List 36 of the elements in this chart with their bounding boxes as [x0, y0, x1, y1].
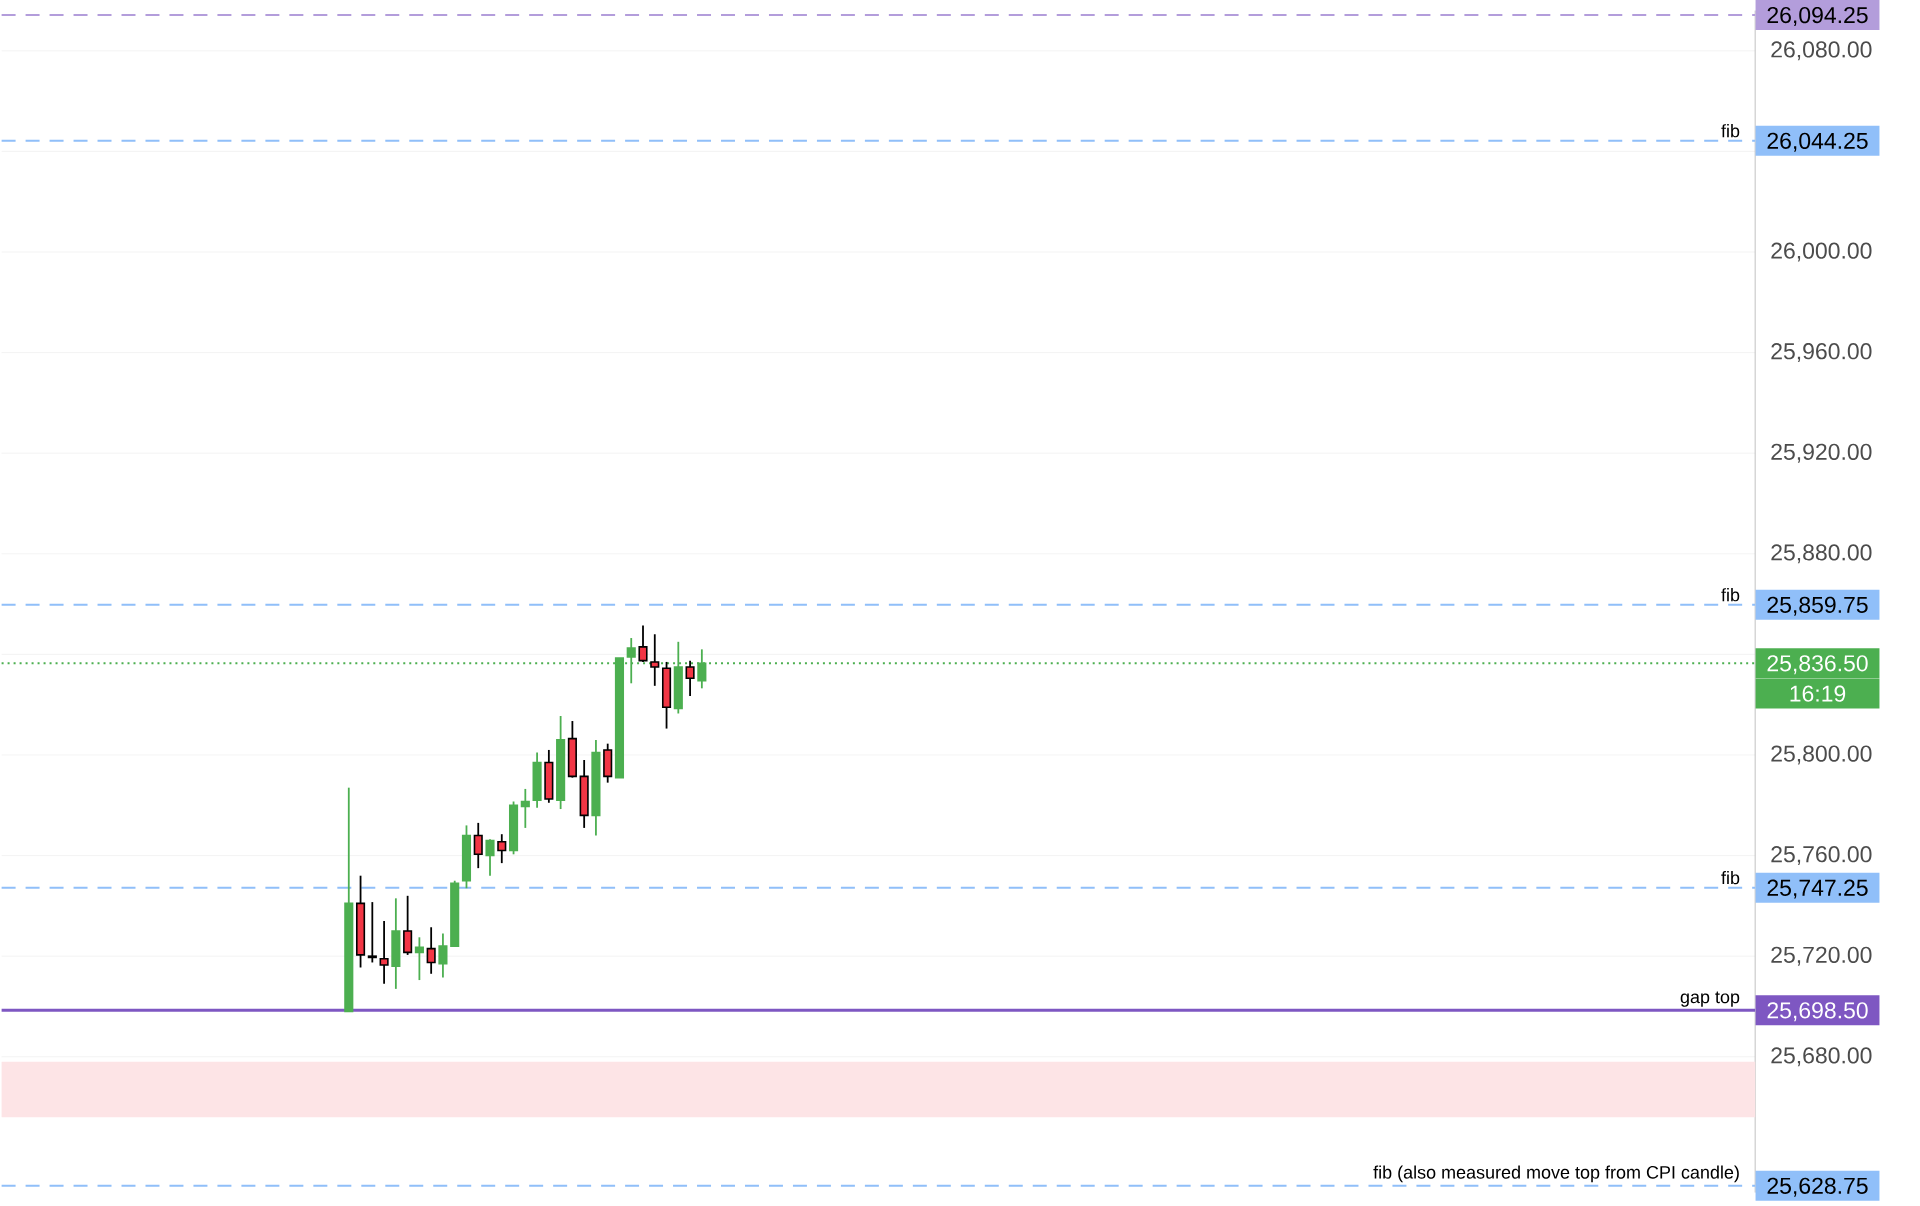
candlestick — [379, 919, 389, 985]
y-tick-label: 25,720.00 — [1771, 946, 1872, 966]
candlestick — [426, 926, 436, 975]
candlestick — [414, 936, 424, 981]
text: 25,698.50 — [1767, 1002, 1868, 1022]
y-tick-label: 25,960.00 — [1771, 342, 1872, 362]
y-tick-label: 25,800.00 — [1771, 745, 1872, 765]
candlestick — [697, 648, 707, 690]
candlestick — [638, 624, 648, 663]
ref-line-label: fib — [1721, 123, 1740, 138]
text: 16:19 — [1790, 685, 1846, 702]
y-tick-label: 25,760.00 — [1771, 845, 1872, 865]
candlestick — [473, 821, 483, 869]
y-tick-label: 25,920.00 — [1771, 443, 1872, 463]
y-tick-label: 25,680.00 — [1771, 1047, 1872, 1067]
candlestick — [520, 787, 530, 829]
ref-line-label: fib — [1721, 870, 1740, 885]
text: 25,859.75 — [1767, 596, 1868, 616]
candlestick — [438, 932, 448, 979]
text: 25,747.25 — [1767, 879, 1868, 899]
candlestick — [367, 901, 377, 964]
y-tick-label: 26,080.00 — [1771, 41, 1872, 61]
candlestick — [403, 894, 413, 956]
ref-line-label: fib (also measured move top from CPI candle) — [1373, 1165, 1739, 1183]
y-tick-label: 25,880.00 — [1771, 544, 1872, 564]
candlestick — [650, 633, 660, 687]
y-tick-label: 26,000.00 — [1771, 242, 1872, 262]
text: 26,094.25 — [1767, 6, 1868, 26]
text: 25,836.50 — [1767, 655, 1868, 675]
ref-line-label: fib — [1721, 587, 1740, 602]
ref-line-label: gap top — [1680, 991, 1740, 1007]
candlestick — [497, 833, 507, 864]
candlestick — [685, 659, 695, 697]
text: 26,044.25 — [1767, 132, 1868, 152]
text: 25,628.75 — [1767, 1177, 1868, 1197]
candlestick — [485, 838, 495, 877]
